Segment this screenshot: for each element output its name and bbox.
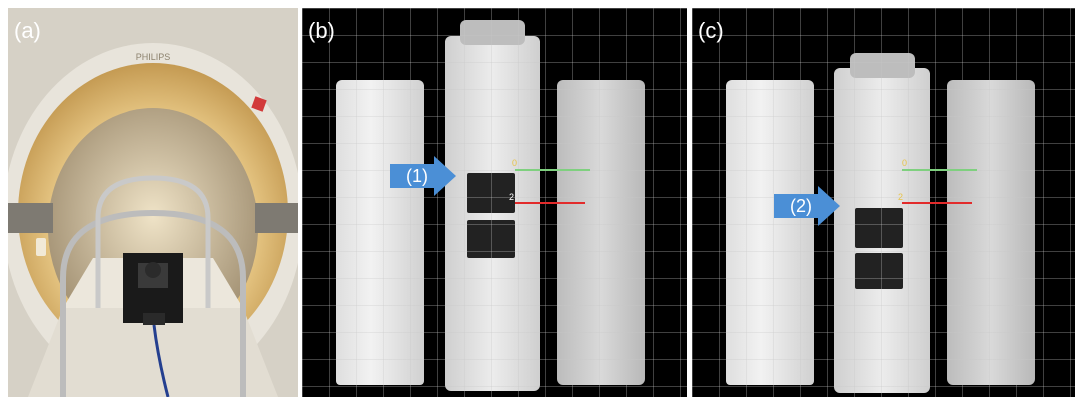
green-line-marker: 0 [512, 158, 518, 168]
panel-b-mri-image: (1) 0 2 (b) [302, 8, 687, 397]
dark-insert-lower [855, 253, 903, 289]
panel-c-mri-image: (2) 0 2 (c) [692, 8, 1075, 397]
arrow-1-icon [390, 156, 456, 196]
right-phantom-block [557, 80, 645, 385]
left-phantom-block [726, 80, 814, 385]
arrow-2-icon [774, 186, 840, 226]
dark-insert-lower [467, 220, 515, 258]
panel-a-label: (a) [14, 18, 41, 43]
scanner-brand-text: PHILIPS [136, 52, 171, 62]
center-phantom-top [850, 53, 915, 78]
left-phantom-block [336, 80, 424, 385]
red-line-marker: 2 [509, 192, 515, 202]
mri-scanner-illustration: PHILIPS [8, 8, 298, 397]
center-phantom-top [460, 20, 525, 45]
green-line-marker: 0 [902, 158, 908, 168]
arrow-1-label: (1) [406, 166, 428, 186]
right-phantom-block [947, 80, 1035, 385]
red-line-marker: 2 [898, 192, 904, 202]
panel-b-label: (b) [308, 18, 335, 43]
center-phantom-block [445, 36, 540, 391]
red-reference-line [902, 202, 972, 204]
dark-insert-upper [855, 208, 903, 248]
dark-insert-upper [467, 173, 515, 213]
green-reference-line [515, 169, 590, 171]
red-reference-line [515, 202, 585, 204]
arrow-2-label: (2) [790, 196, 812, 216]
panel-c-label: (c) [698, 18, 724, 43]
green-reference-line [902, 169, 977, 171]
panel-a-photo: PHILIPS (a) [8, 8, 298, 397]
